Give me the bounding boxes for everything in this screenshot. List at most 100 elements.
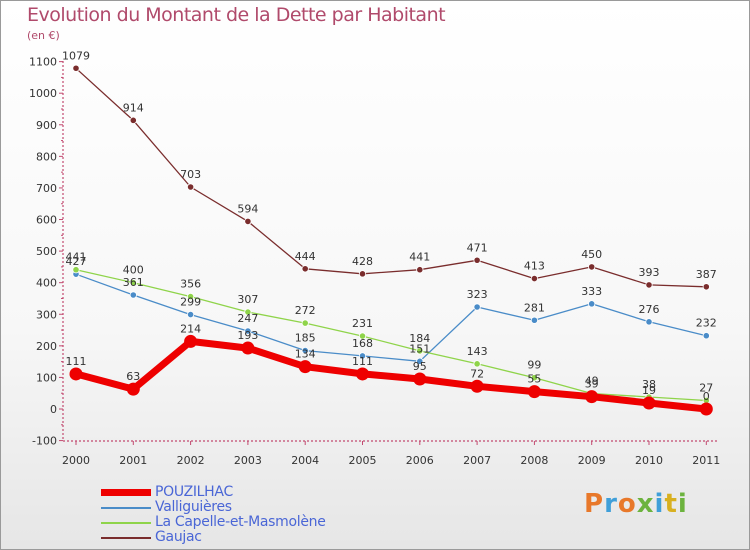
data-point-la-capelle-et-masmolene — [72, 266, 80, 274]
data-label-valliguieres: 281 — [524, 301, 545, 314]
data-point-gaujac — [645, 281, 653, 289]
data-point-valliguieres — [530, 316, 539, 324]
data-point-la-capelle-et-masmolene — [244, 308, 252, 316]
x-tick-label: 2009 — [578, 454, 606, 467]
axes: -100 0 100 200 300 400 500 600 700 800 900 1000 1100… — [29, 56, 720, 467]
data-point-pouzilhac — [356, 367, 369, 381]
data-point-valliguieres — [301, 346, 309, 355]
data-label-gaujac: 594 — [237, 202, 258, 215]
legend-item-valliguieres: Valliguières — [101, 499, 401, 515]
data-point-gaujac — [588, 263, 596, 271]
data-point-valliguieres — [129, 291, 137, 299]
data-point-pouzilhac — [642, 396, 656, 410]
data-label-pouzilhac: 111 — [66, 355, 87, 368]
logo-letter: i — [677, 489, 688, 519]
data-label-pouzilhac: 0 — [703, 390, 710, 403]
y-tick-label: 200 — [36, 340, 57, 353]
y-tick-label: 1100 — [29, 56, 57, 69]
chart-subtitle: (en €) — [27, 29, 60, 42]
data-label-pouzilhac: 134 — [295, 348, 316, 361]
data-point-la-capelle-et-masmolene — [301, 319, 309, 327]
data-label-pouzilhac: 214 — [180, 322, 201, 335]
y-tick-label: 500 — [36, 245, 57, 258]
data-label-la-capelle-et-masmolene: 38 — [642, 378, 656, 391]
y-tick-label: 100 — [36, 371, 57, 384]
proxiti-logo: Proxiti — [584, 489, 688, 519]
x-tick-label: 2004 — [291, 454, 319, 467]
y-tick-label: 400 — [36, 277, 57, 290]
logo-letter: r — [604, 489, 618, 519]
data-label-la-capelle-et-masmolene: 356 — [180, 278, 201, 291]
data-label-valliguieres: 276 — [639, 303, 660, 316]
x-tick-label: 2010 — [635, 454, 663, 467]
x-tick-label: 2006 — [406, 454, 434, 467]
data-label-gaujac: 703 — [180, 168, 201, 181]
data-point-pouzilhac — [69, 367, 83, 381]
data-point-valliguieres — [244, 327, 252, 335]
data-label-pouzilhac: 95 — [413, 360, 427, 373]
data-label-valliguieres: 299 — [180, 296, 201, 309]
data-label-gaujac: 444 — [295, 250, 316, 263]
data-point-pouzilhac — [585, 390, 599, 404]
data-point-la-capelle-et-masmolene — [530, 374, 539, 382]
x-tick-label: 2007 — [463, 454, 491, 467]
data-point-gaujac — [301, 265, 309, 273]
data-point-la-capelle-et-masmolene — [473, 360, 481, 368]
data-label-valliguieres: 151 — [409, 342, 430, 355]
series-line-la-capelle-et-masmolene — [75, 269, 707, 402]
series-line-valliguieres — [75, 273, 707, 362]
data-label-valliguieres: 232 — [696, 317, 717, 330]
y-tick-label: 700 — [36, 182, 57, 195]
data-point-la-capelle-et-masmolene — [129, 279, 137, 287]
data-label-pouzilhac: 39 — [585, 378, 599, 391]
data-label-valliguieres: 168 — [352, 337, 373, 350]
logo-letter: o — [617, 489, 637, 519]
data-label-pouzilhac: 72 — [470, 367, 484, 380]
y-tick-label: 1000 — [29, 87, 57, 100]
data-label-valliguieres: 323 — [467, 288, 488, 301]
data-point-valliguieres — [358, 352, 367, 360]
x-tick-label: 2001 — [119, 454, 147, 467]
data-label-gaujac: 387 — [696, 268, 717, 281]
data-label-valliguieres: 333 — [581, 285, 602, 298]
series-line-gaujac — [75, 67, 707, 288]
data-label-valliguieres: 361 — [123, 276, 144, 289]
data-label-gaujac: 393 — [639, 266, 660, 279]
data-label-la-capelle-et-masmolene: 400 — [123, 264, 144, 277]
x-tick-label: 2011 — [692, 454, 720, 467]
data-point-gaujac — [530, 274, 539, 283]
legend-label-la-capelle-et-masmolene: La Capelle-et-Masmolène — [155, 514, 326, 530]
data-point-valliguieres — [187, 310, 195, 319]
data-label-la-capelle-et-masmolene: 99 — [527, 359, 541, 372]
logo-letter: P — [584, 489, 605, 519]
data-point-gaujac — [416, 266, 424, 274]
y-tick-label: 0 — [50, 403, 57, 416]
data-label-valliguieres: 427 — [66, 255, 87, 268]
data-label-la-capelle-et-masmolene: 49 — [585, 375, 599, 388]
legend-swatch-la-capelle-et-masmolene — [101, 522, 151, 524]
data-label-la-capelle-et-masmolene: 441 — [66, 251, 87, 264]
logo-letter: x — [636, 489, 655, 519]
x-tick-label: 2002 — [177, 454, 205, 467]
data-point-gaujac — [702, 283, 710, 291]
legend-item-pouzilhac: POUZILHAC — [101, 484, 401, 500]
x-tick-label: 2000 — [62, 454, 90, 467]
data-label-la-capelle-et-masmolene: 231 — [352, 317, 373, 330]
y-tick-label: 300 — [36, 308, 57, 321]
data-point-gaujac — [358, 270, 367, 278]
legend-item-la-capelle-et-masmolene: La Capelle-et-Masmolène — [101, 514, 401, 530]
legend-label-gaujac: Gaujac — [155, 529, 202, 545]
data-point-valliguieres — [416, 357, 424, 365]
data-label-valliguieres: 247 — [237, 312, 258, 325]
data-point-gaujac — [72, 64, 80, 72]
data-label-gaujac: 471 — [467, 241, 488, 254]
data-point-pouzilhac — [126, 382, 140, 396]
data-label-la-capelle-et-masmolene: 27 — [699, 381, 713, 394]
y-tick-label: -100 — [32, 435, 57, 448]
data-point-pouzilhac — [298, 360, 312, 374]
data-label-gaujac: 1079 — [62, 49, 90, 62]
legend-swatch-gaujac — [101, 537, 151, 539]
y-tick-label: 800 — [36, 150, 57, 163]
data-point-la-capelle-et-masmolene — [416, 347, 424, 355]
